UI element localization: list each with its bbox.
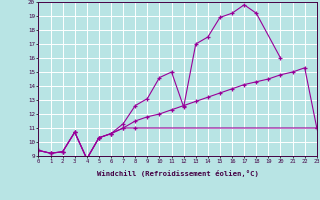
- X-axis label: Windchill (Refroidissement éolien,°C): Windchill (Refroidissement éolien,°C): [97, 170, 259, 177]
